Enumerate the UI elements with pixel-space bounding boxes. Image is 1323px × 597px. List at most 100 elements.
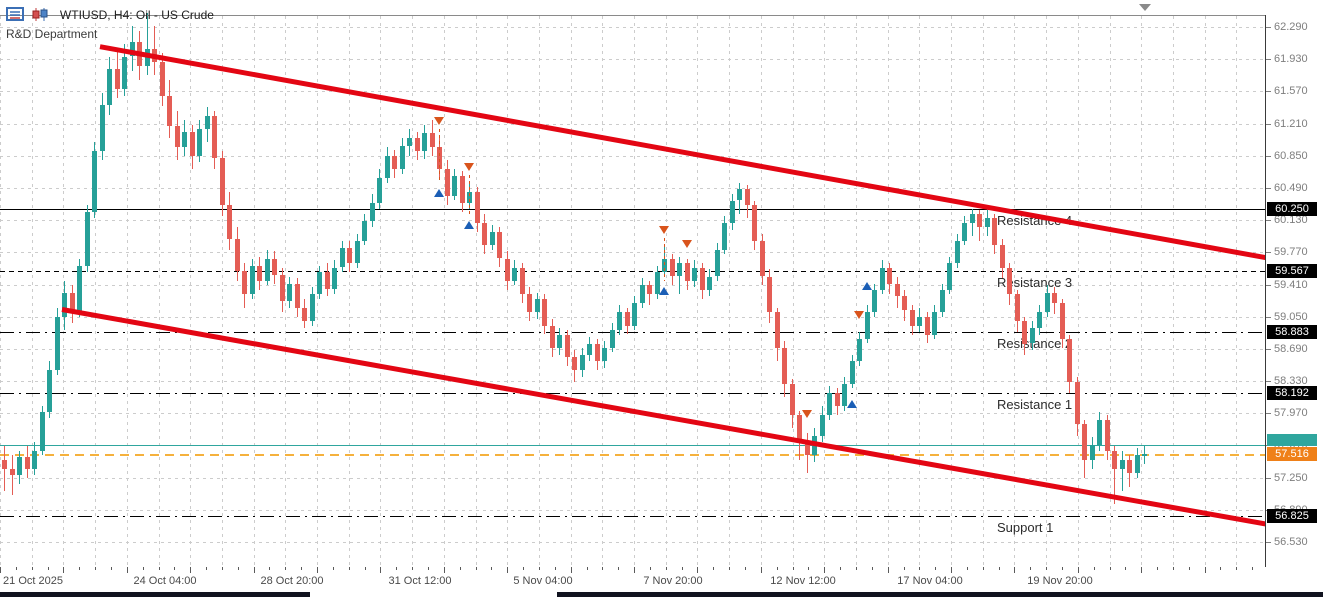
gridline-vertical: [507, 16, 509, 567]
candlestick-icon[interactable]: [31, 7, 49, 22]
sell-signal-arrow-icon[interactable]: [681, 239, 692, 248]
candle-body: [1089, 444, 1095, 460]
buy-signal-arrow-icon[interactable]: [434, 188, 444, 197]
time-axis-label[interactable]: 24 Oct 04:00: [133, 575, 197, 587]
candle-body: [92, 151, 97, 213]
gridline-vertical: [824, 16, 826, 567]
candle-body: [1119, 459, 1125, 469]
time-axis-label[interactable]: 28 Oct 20:00: [260, 575, 324, 587]
time-axis-label[interactable]: 7 Nov 20:00: [643, 575, 703, 587]
gridline-vertical: [887, 16, 889, 567]
time-axis-label[interactable]: 21 Oct 2025: [3, 575, 63, 587]
gridline-horizontal: [0, 445, 1266, 447]
time-tick-mark: [824, 567, 826, 573]
candle-body: [1134, 455, 1140, 474]
candle-body: [77, 265, 82, 313]
chart-list-icon[interactable]: [6, 7, 24, 22]
candle-body: [452, 176, 457, 196]
sell-signal-arrow-icon[interactable]: [464, 162, 474, 171]
time-tick-mark: [428, 567, 429, 570]
gridline-vertical: [126, 16, 128, 567]
candle-body: [54, 316, 60, 371]
candle-body: [354, 240, 360, 264]
candle-body: [1014, 294, 1020, 322]
time-axis-label[interactable]: 12 Nov 12:00: [770, 575, 836, 587]
candle-body: [9, 468, 15, 475]
price-tick-label: 57.970: [1274, 407, 1308, 420]
bottom-scrollbar-thumb[interactable]: [310, 592, 557, 597]
time-tick-mark: [491, 567, 493, 570]
time-axis-label[interactable]: 17 Nov 04:00: [897, 575, 963, 587]
candle-body: [429, 133, 435, 147]
gridline-horizontal: [0, 220, 1266, 222]
gridline-horizontal: [0, 27, 1266, 28]
price-tick-mark: [1266, 316, 1271, 318]
time-tick-mark: [15, 567, 17, 570]
price-tick-mark: [1266, 220, 1271, 222]
time-tick-mark: [63, 567, 65, 573]
gridline-vertical: [697, 16, 699, 567]
price-tick-mark: [1266, 123, 1271, 125]
time-tick-mark: [808, 567, 810, 570]
gridline-vertical: [855, 16, 857, 567]
channel-upper-trendline[interactable]: [99, 44, 1266, 261]
time-tick-mark: [855, 567, 857, 570]
time-tick-mark: [966, 567, 968, 570]
channel-lower-trendline[interactable]: [61, 307, 1266, 527]
candle-body: [384, 155, 390, 179]
sell-signal-arrow-icon[interactable]: [659, 225, 669, 234]
time-axis-label[interactable]: 19 Nov 20:00: [1027, 575, 1093, 587]
candle-body: [879, 267, 885, 290]
time-tick-mark: [665, 567, 667, 570]
candle-body: [249, 265, 255, 295]
price-tick-label: 60.130: [1274, 214, 1308, 227]
candle-body: [204, 115, 210, 129]
buy-signal-arrow-icon[interactable]: [659, 287, 669, 296]
candle-body: [212, 115, 217, 159]
candle-body: [542, 298, 547, 326]
time-tick-mark: [1014, 567, 1016, 573]
candle-body: [602, 348, 607, 362]
buy-signal-arrow-icon[interactable]: [861, 281, 872, 290]
candle-body: [294, 283, 300, 308]
level-price-tag: 60.250: [1267, 202, 1317, 217]
chart-title-block: WTIUSD, H4: Oil - US Crude R&D Departmen…: [6, 6, 214, 41]
candle-body: [827, 392, 832, 416]
candle-body: [272, 258, 277, 275]
time-tick-mark: [998, 567, 1000, 570]
buy-signal-arrow-icon[interactable]: [846, 399, 857, 408]
sell-signal-arrow-icon[interactable]: [854, 311, 864, 320]
time-axis-label[interactable]: 31 Oct 12:00: [388, 575, 452, 587]
sell-signal-arrow-icon[interactable]: [801, 409, 812, 418]
gridline-vertical: [538, 16, 540, 567]
gridline-horizontal: [0, 284, 1266, 286]
chart-shift-triangle-icon[interactable]: [1139, 4, 1151, 11]
gridline-horizontal: [0, 477, 1266, 479]
candle-body: [159, 61, 165, 96]
time-tick-mark: [1204, 567, 1206, 573]
time-axis[interactable]: 21 Oct 2025 24 Oct 04:00 28 Oct 20:00 31 Oc…: [0, 567, 1323, 592]
price-axis-border: [1265, 15, 1266, 567]
time-axis-label[interactable]: 5 Nov 04:00: [513, 575, 573, 587]
time-tick-mark: [1236, 567, 1238, 570]
price-axis[interactable]: 62.290 61.930 61.570 61.210 60.850 60.490 60.1…: [1266, 0, 1323, 567]
buy-signal-arrow-icon[interactable]: [464, 221, 474, 229]
price-tick-label: 60.490: [1274, 181, 1308, 194]
time-tick-mark: [0, 567, 1, 573]
time-tick-mark: [982, 567, 984, 570]
price-tick-mark: [1266, 252, 1271, 254]
candle-body: [789, 383, 795, 415]
candle-body: [197, 128, 202, 156]
time-tick-mark: [475, 567, 477, 570]
time-tick-mark: [1188, 567, 1190, 570]
trend-channel-lines[interactable]: [0, 0, 1266, 567]
candle-body: [182, 131, 187, 147]
time-tick-mark: [871, 567, 873, 570]
sell-signal-arrow-icon[interactable]: [434, 116, 444, 125]
gridline-vertical: [1236, 16, 1238, 567]
candle-body: [557, 334, 562, 348]
candle-body: [414, 137, 420, 152]
candle-body: [969, 213, 975, 223]
chart-plot-area[interactable]: Resistance 4 Resistance 3 Resistance 2 Resi…: [0, 0, 1266, 567]
candle-body: [32, 450, 37, 469]
